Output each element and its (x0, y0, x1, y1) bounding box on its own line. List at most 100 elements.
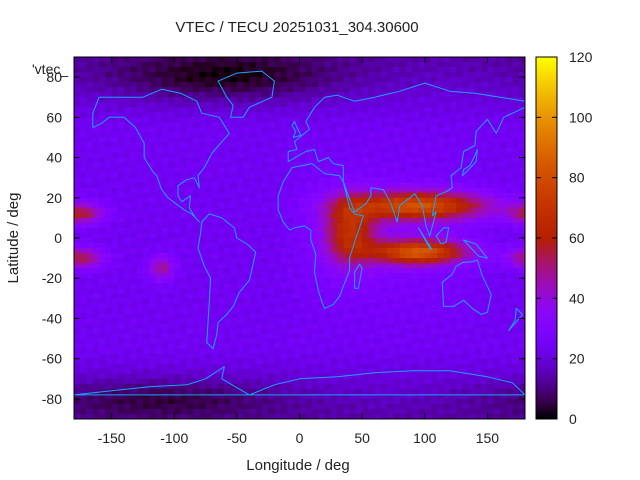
heatmap-cell (74, 62, 81, 68)
heatmap-cell (205, 323, 213, 329)
heatmap-cell (180, 87, 188, 93)
heatmap-cell (343, 212, 351, 219)
heatmap-cell (431, 278, 438, 284)
heatmap-cell (374, 318, 382, 324)
heatmap-cell (518, 162, 526, 169)
heatmap-cell (412, 328, 419, 334)
heatmap-cell (268, 358, 275, 365)
heatmap-cell (474, 212, 482, 219)
heatmap-cell (224, 238, 231, 244)
heatmap-cell (286, 398, 294, 405)
heatmap-cell (205, 358, 213, 365)
heatmap-cell (324, 107, 332, 113)
heatmap-cell (337, 192, 344, 199)
heatmap-cell (193, 353, 200, 360)
heatmap-cell (424, 368, 432, 375)
heatmap-cell (481, 77, 488, 83)
heatmap-cell (124, 212, 131, 219)
heatmap-cell (80, 127, 87, 133)
heatmap-cell (368, 268, 376, 274)
heatmap-cell (255, 333, 263, 339)
heatmap-cell (80, 162, 87, 169)
heatmap-cell (405, 202, 413, 209)
heatmap-cell (142, 373, 150, 380)
heatmap-cell (280, 157, 288, 163)
heatmap-cell (86, 288, 94, 294)
heatmap-cell (487, 92, 495, 98)
heatmap-cell (424, 378, 432, 385)
heatmap-cell (249, 363, 257, 370)
heatmap-cell (324, 122, 332, 128)
heatmap-cell (318, 283, 325, 289)
heatmap-cell (99, 268, 106, 274)
heatmap-cell (499, 82, 507, 88)
heatmap-cell (418, 67, 426, 73)
heatmap-cell (105, 338, 112, 344)
heatmap-cell (493, 343, 501, 350)
heatmap-cell (186, 62, 194, 68)
heatmap-cell (518, 142, 526, 148)
heatmap-cell (299, 167, 307, 174)
heatmap-cell (130, 107, 138, 113)
heatmap-cell (174, 212, 181, 219)
heatmap-cell (468, 363, 476, 370)
heatmap-cell (136, 348, 144, 355)
heatmap-cell (380, 308, 388, 314)
heatmap-cell (305, 373, 313, 380)
heatmap-cell (286, 288, 294, 294)
heatmap-cell (211, 238, 219, 244)
heatmap-cell (374, 137, 382, 143)
heatmap-cell (111, 328, 119, 334)
heatmap-cell (130, 318, 138, 324)
heatmap-cell (230, 97, 238, 103)
heatmap-cell (280, 72, 288, 78)
heatmap-cell (174, 253, 181, 259)
heatmap-cell (405, 157, 413, 163)
heatmap-cell (167, 303, 175, 309)
heatmap-cell (424, 238, 432, 244)
heatmap-cell (362, 182, 369, 189)
heatmap-cell (424, 288, 432, 294)
heatmap-cell (211, 112, 219, 118)
heatmap-cell (368, 358, 376, 365)
heatmap-cell (349, 293, 357, 299)
heatmap-cell (368, 147, 376, 153)
heatmap-cell (180, 212, 188, 219)
heatmap-cell (174, 398, 181, 405)
heatmap-cell (218, 182, 225, 189)
heatmap-cell (92, 217, 100, 224)
heatmap-cell (424, 82, 432, 88)
heatmap-cell (293, 323, 300, 329)
heatmap-cell (393, 147, 401, 153)
heatmap-cell (518, 278, 526, 284)
heatmap-cell (368, 288, 376, 294)
heatmap-cell (74, 328, 81, 334)
heatmap-cell (405, 258, 413, 264)
heatmap-cell (418, 92, 426, 98)
heatmap-cell (443, 373, 451, 380)
heatmap-cell (161, 207, 169, 214)
heatmap-cell (293, 258, 300, 264)
heatmap-cell (330, 353, 338, 360)
heatmap-cell (412, 298, 419, 304)
heatmap-cell (474, 122, 482, 128)
heatmap-cell (136, 152, 144, 158)
heatmap-cell (462, 378, 470, 385)
heatmap-cell (186, 137, 194, 143)
heatmap-cell (142, 152, 150, 158)
heatmap-cell (224, 112, 231, 118)
heatmap-cell (111, 343, 119, 350)
heatmap-cell (74, 243, 81, 249)
heatmap-cell (117, 388, 125, 395)
heatmap-cell (412, 232, 419, 239)
heatmap-cell (218, 222, 225, 229)
heatmap-cell (481, 333, 488, 339)
heatmap-cell (293, 263, 300, 269)
heatmap-cell (92, 238, 100, 244)
heatmap-cell (324, 368, 332, 375)
heatmap-cell (324, 388, 332, 395)
heatmap-cell (424, 373, 432, 380)
heatmap-cell (499, 187, 507, 194)
heatmap-cell (374, 278, 382, 284)
heatmap-cell (186, 283, 194, 289)
